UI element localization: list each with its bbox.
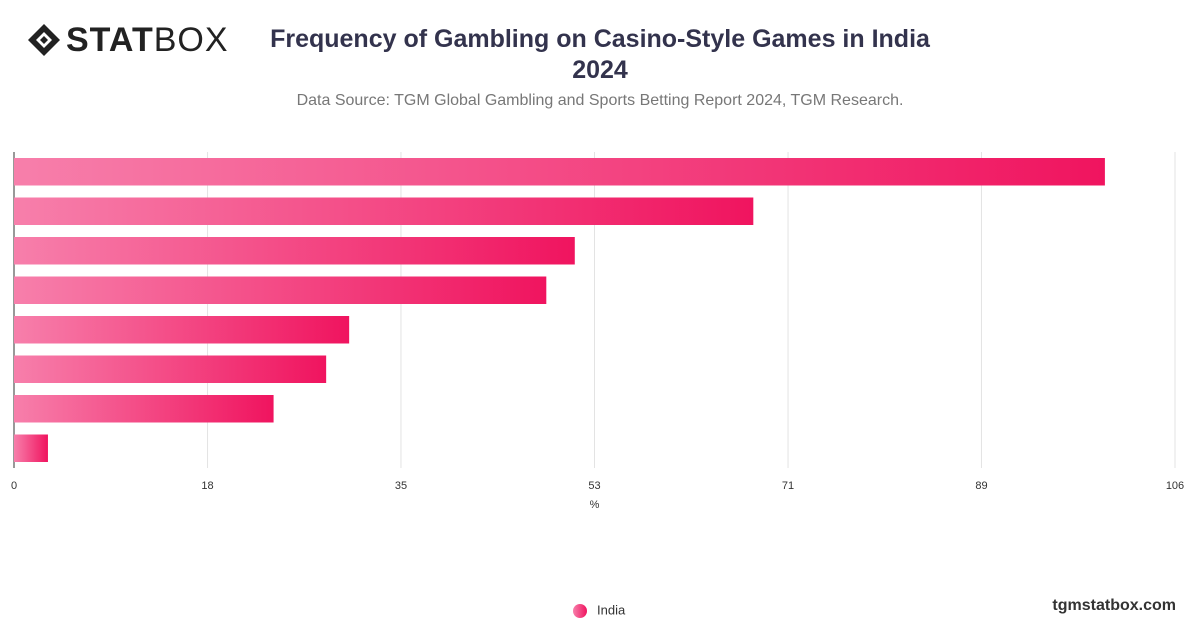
x-tick-label: 71 — [782, 480, 794, 492]
bar — [14, 276, 547, 304]
chart-subtitle: Data Source: TGM Global Gambling and Spo… — [296, 92, 904, 109]
logo-light: BOX — [153, 20, 229, 59]
x-axis-label: % — [590, 499, 600, 511]
bar — [14, 158, 1105, 186]
logo-icon — [28, 24, 60, 56]
bar — [14, 355, 327, 383]
x-tick-label: 89 — [975, 480, 987, 492]
x-tick-label: 18 — [201, 480, 213, 492]
bar — [14, 395, 274, 423]
bar — [14, 197, 754, 225]
legend-label: India — [597, 602, 626, 617]
footer: tgmstatbox.com — [1052, 597, 1176, 614]
bar — [14, 434, 48, 462]
logo: STAT BOX — [26, 20, 229, 59]
bar — [14, 316, 350, 344]
legend-marker — [573, 604, 587, 618]
bar — [14, 237, 575, 265]
x-tick-label: 53 — [588, 480, 600, 492]
logo-bold: STAT — [66, 20, 154, 59]
x-tick-label: 0 — [11, 480, 17, 492]
x-tick-label: 106 — [1166, 480, 1184, 492]
x-tick-label: 35 — [395, 480, 407, 492]
chart-title: Frequency of Gambling on Casino-Style Ga… — [270, 25, 930, 84]
